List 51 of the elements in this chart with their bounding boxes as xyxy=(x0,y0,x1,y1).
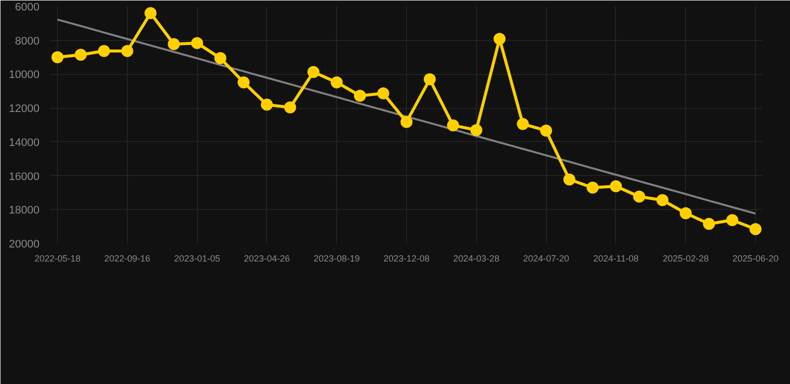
point xyxy=(726,214,738,226)
x-tick-label: 2022-05-18 xyxy=(34,254,81,264)
point xyxy=(702,218,715,230)
point xyxy=(51,51,64,64)
point xyxy=(98,45,110,58)
point xyxy=(307,66,320,78)
x-tick-label: 2022-09-16 xyxy=(104,254,150,264)
point xyxy=(121,45,134,58)
point xyxy=(284,101,296,114)
y-tick-label: 6000 xyxy=(15,2,40,14)
point xyxy=(144,7,157,20)
point xyxy=(540,124,552,137)
line-series xyxy=(56,18,757,215)
y-tick-label: 16000 xyxy=(8,170,40,183)
point xyxy=(656,194,668,206)
point xyxy=(563,174,576,186)
y-tick-label: 12000 xyxy=(8,103,40,116)
x-tick-label: 2023-01-05 xyxy=(174,254,220,264)
y-tick-label: 14000 xyxy=(8,136,40,149)
point xyxy=(586,182,599,194)
point xyxy=(424,73,436,86)
point xyxy=(470,124,482,136)
point xyxy=(400,116,412,128)
point xyxy=(516,118,529,130)
point xyxy=(447,119,460,132)
point xyxy=(330,76,343,88)
point xyxy=(238,76,250,88)
x-tick-label: 2025-02-28 xyxy=(662,254,709,264)
x-tick-label: 2024-11-08 xyxy=(593,254,639,264)
x-tick-label: 2024-03-28 xyxy=(453,254,500,264)
y-tick-label: 10000 xyxy=(8,69,40,82)
point xyxy=(191,37,204,50)
point xyxy=(750,223,762,236)
y-tick-label: 8000 xyxy=(15,35,40,48)
point xyxy=(633,190,646,203)
x-tick-label: 2024-07-20 xyxy=(523,254,570,264)
point xyxy=(168,38,180,50)
point xyxy=(377,87,390,100)
point xyxy=(74,48,87,61)
y-tick-label: 20000 xyxy=(8,238,40,250)
point xyxy=(680,207,692,220)
x-tick-label: 2023-04-26 xyxy=(244,254,290,264)
point xyxy=(260,98,273,111)
point xyxy=(354,90,366,102)
point xyxy=(214,52,226,64)
y-tick-label: 18000 xyxy=(8,204,40,217)
x-tick-label: 2023-12-08 xyxy=(383,254,430,264)
x-tick-label: 2023-08-19 xyxy=(314,254,360,264)
point xyxy=(494,32,506,45)
point xyxy=(610,180,622,192)
x-tick-label: 2025-06-20 xyxy=(732,254,779,264)
